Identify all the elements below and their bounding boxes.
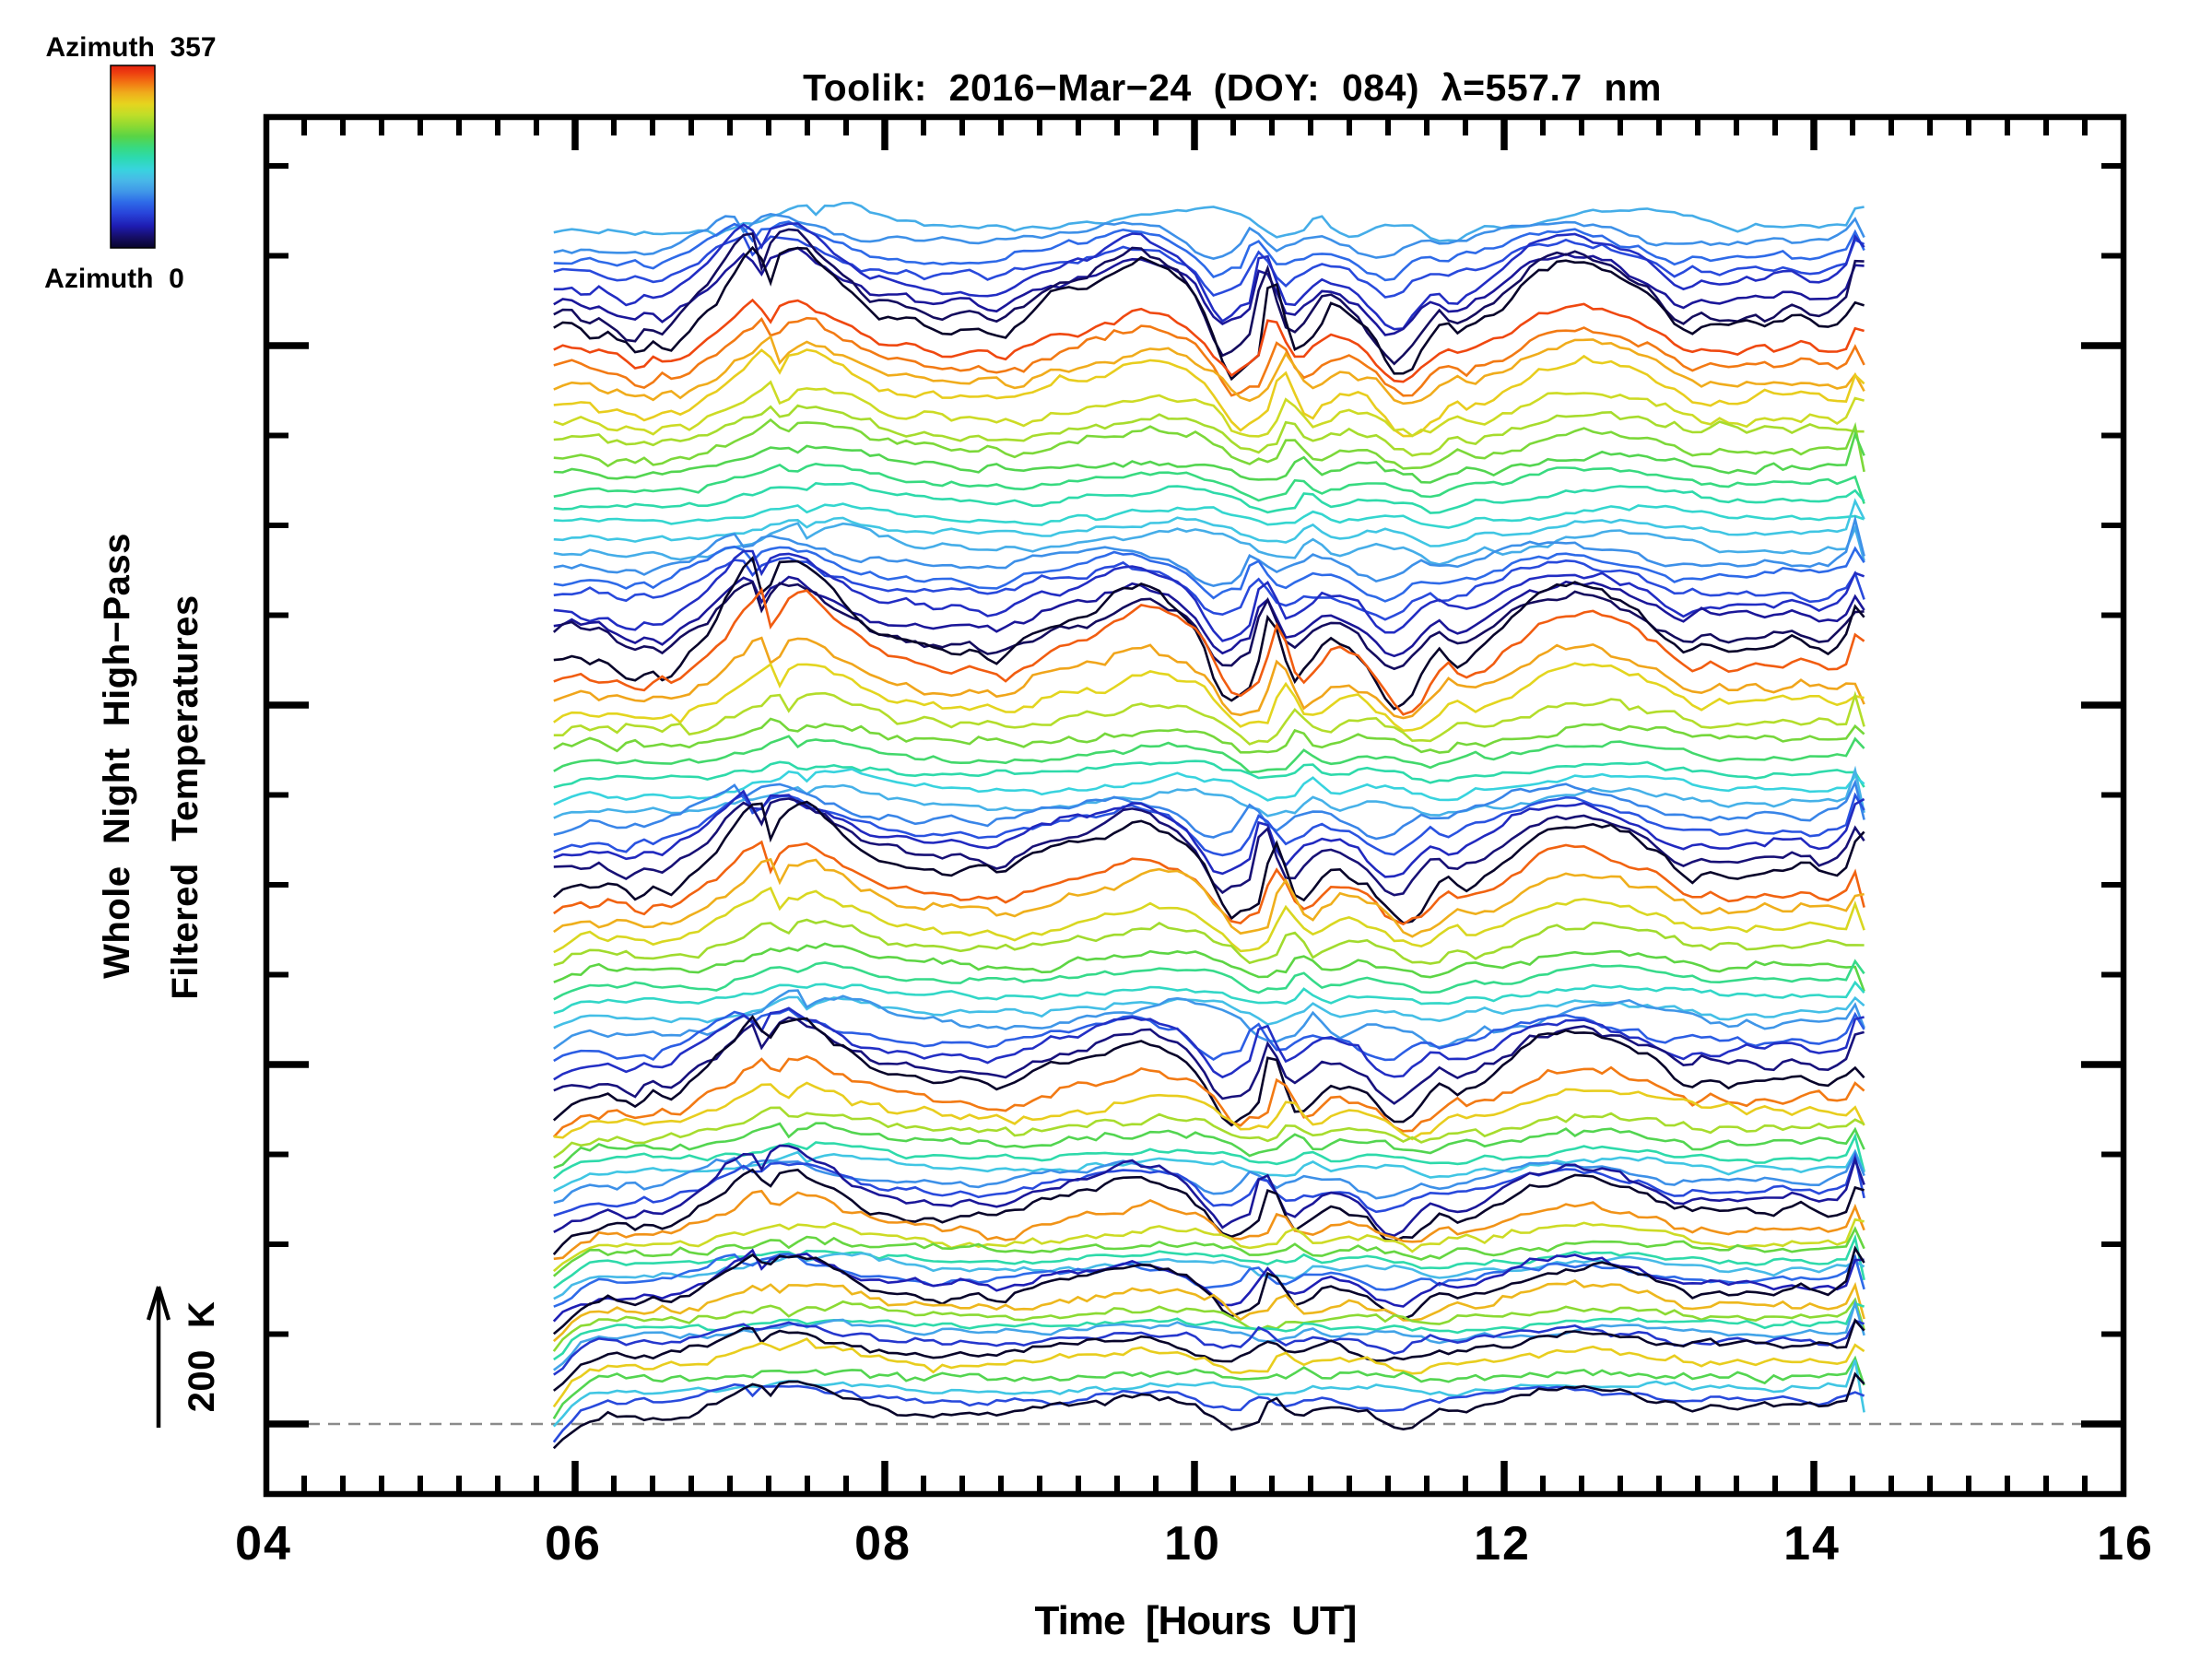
svg-text:Azimuth 357: Azimuth 357 bbox=[45, 32, 216, 63]
svg-text:Time [Hours UT]: Time [Hours UT] bbox=[1035, 1598, 1357, 1643]
svg-text:16: 16 bbox=[2097, 1517, 2154, 1571]
svg-text:08: 08 bbox=[854, 1517, 912, 1571]
svg-text:12: 12 bbox=[1474, 1517, 1531, 1571]
svg-text:Azimuth 0: Azimuth 0 bbox=[44, 264, 184, 294]
svg-text:14: 14 bbox=[1783, 1517, 1841, 1571]
svg-text:Filtered Temperatures: Filtered Temperatures bbox=[165, 594, 206, 999]
svg-text:200 K: 200 K bbox=[182, 1301, 222, 1413]
svg-text:06: 06 bbox=[545, 1517, 602, 1571]
svg-text:10: 10 bbox=[1164, 1517, 1221, 1571]
svg-text:Whole Night High−Pass: Whole Night High−Pass bbox=[97, 533, 137, 979]
svg-text:04: 04 bbox=[235, 1517, 292, 1571]
svg-text:Toolik: 2016−Mar−24 (DOY: 0: Toolik: 2016−Mar−24 (DOY: 084) λ=557.7 n… bbox=[803, 66, 1662, 109]
